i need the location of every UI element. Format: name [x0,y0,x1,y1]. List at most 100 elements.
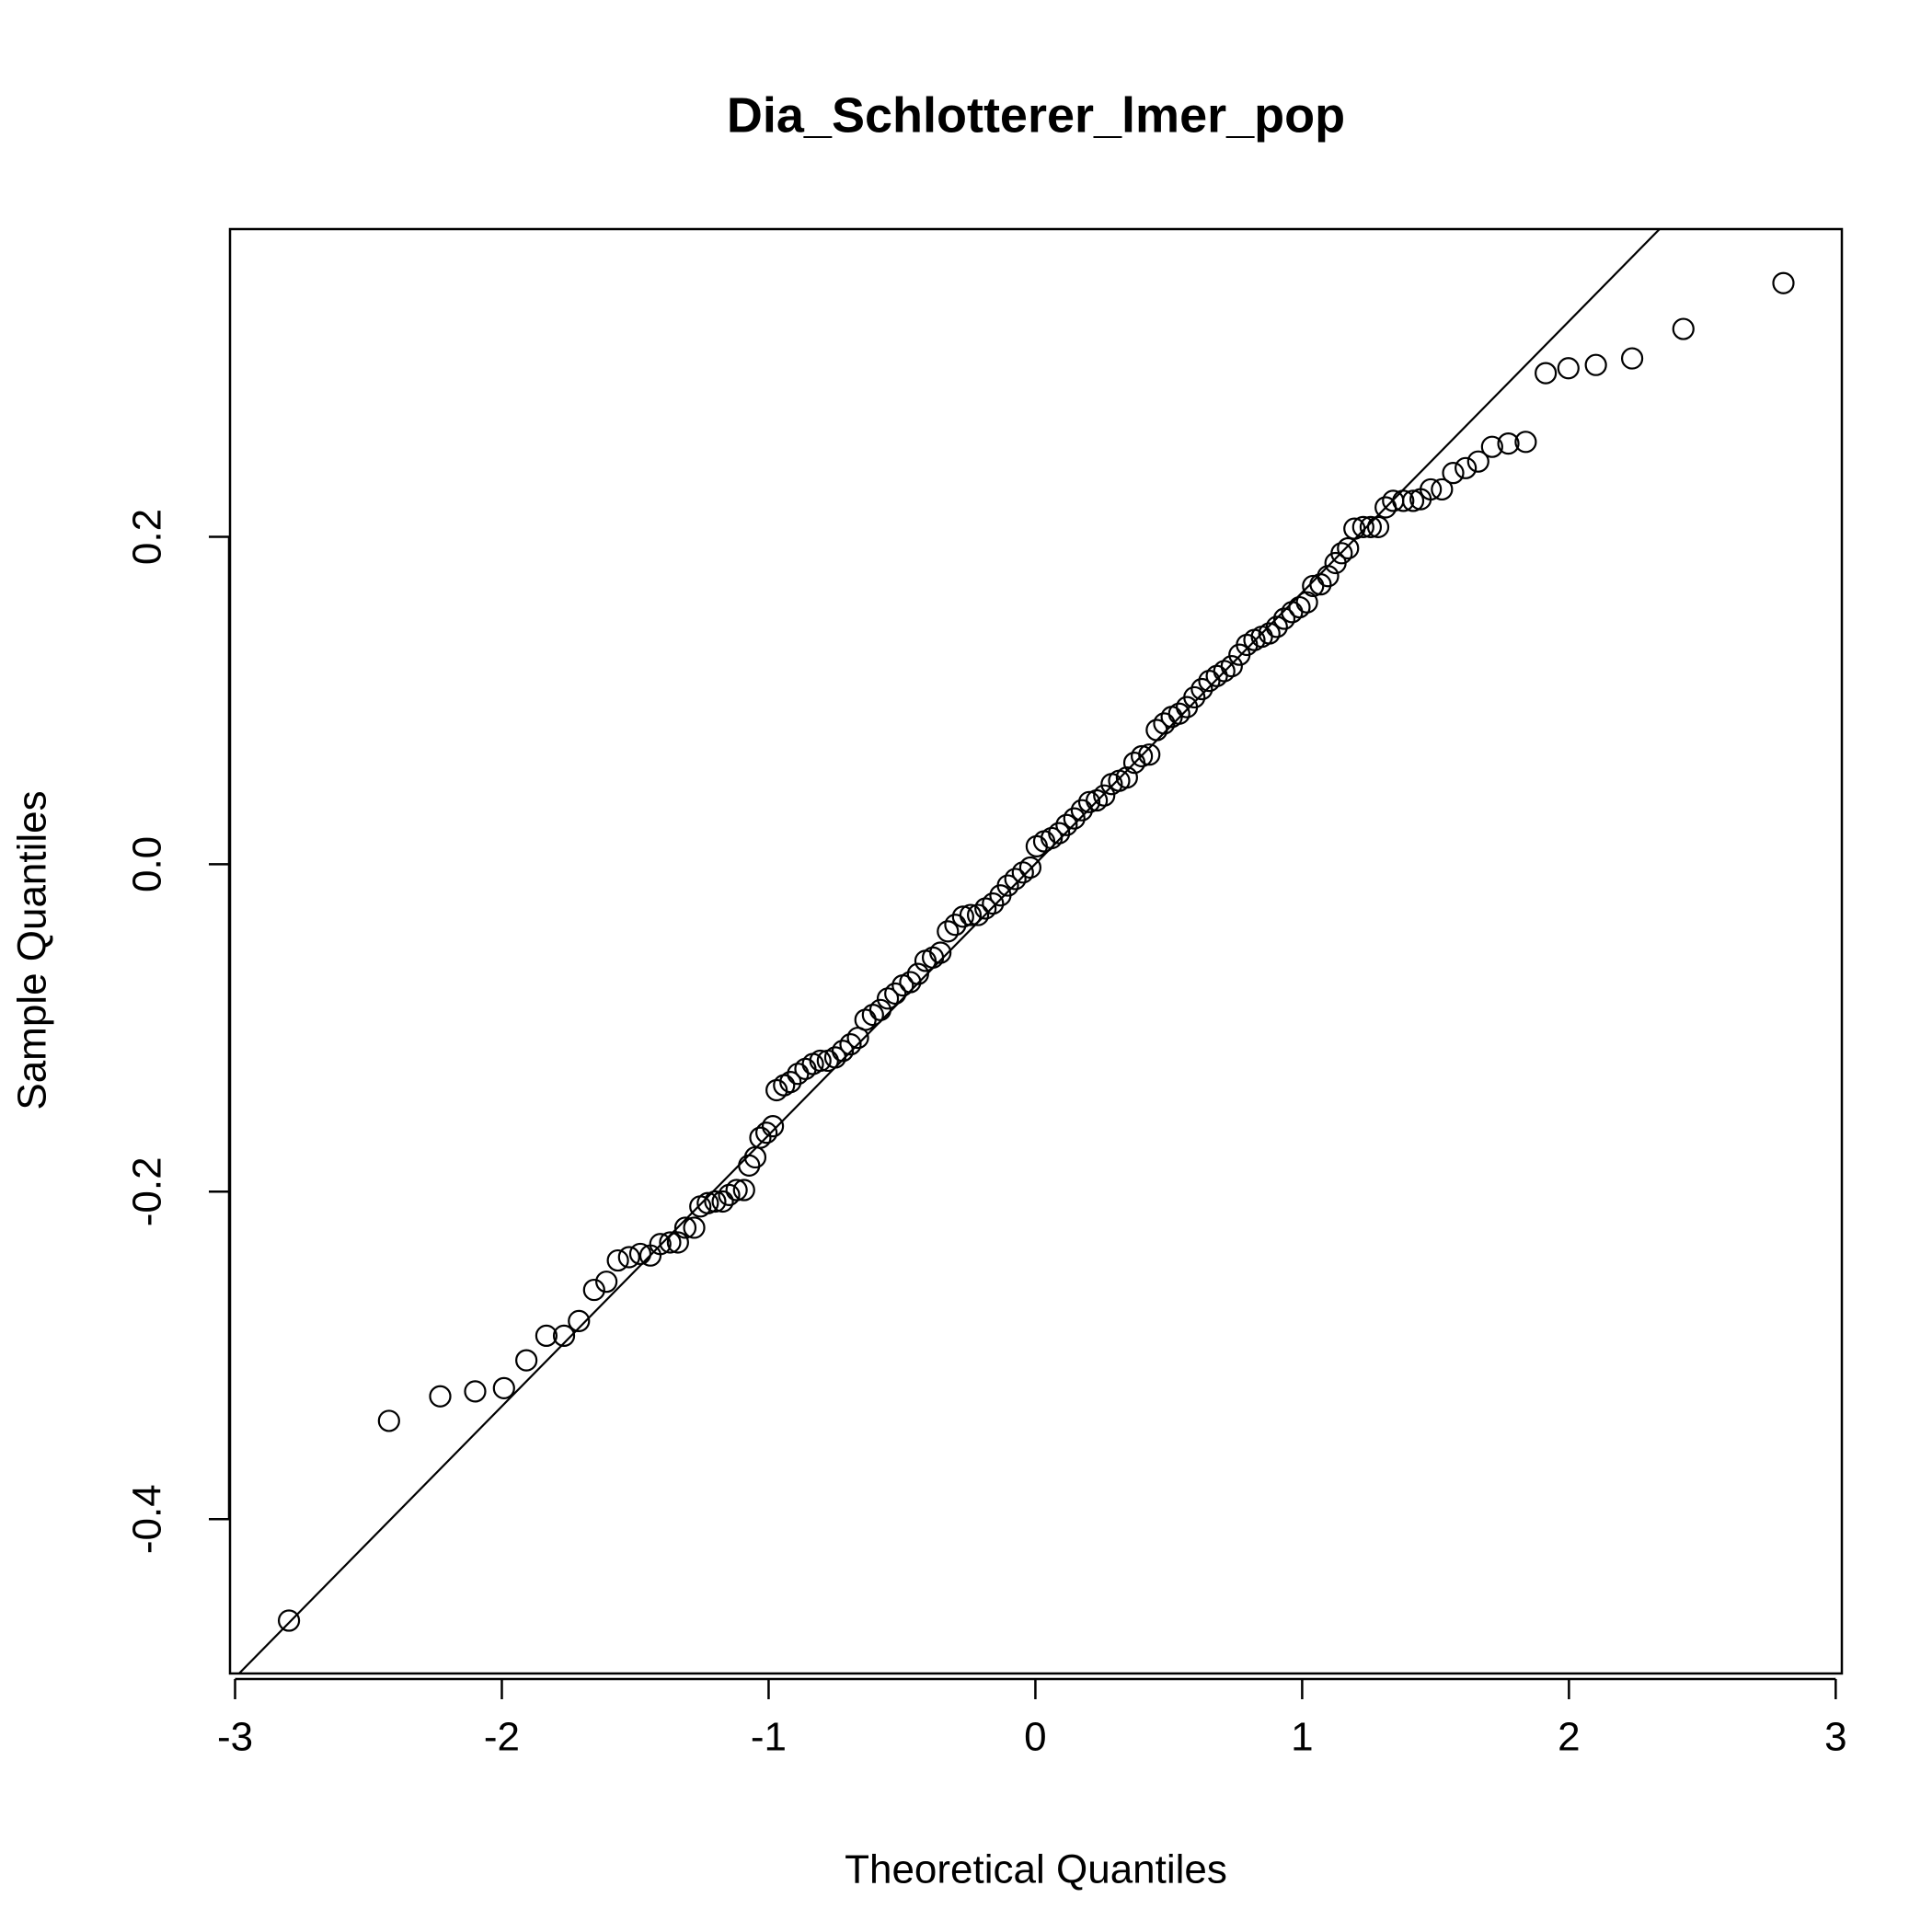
data-point [1272,607,1296,630]
data-point [854,1008,877,1031]
data-point [718,1183,741,1206]
x-tick-label: 1 [1291,1715,1313,1760]
data-point [929,941,952,964]
data-point [1048,822,1071,845]
data-point [683,1216,706,1239]
x-tick-label: -2 [484,1715,520,1760]
data-point [492,1376,515,1399]
data-point [696,1191,719,1214]
data-point [568,1309,591,1332]
data-point [1055,813,1078,836]
data-point [765,1078,788,1102]
data-point [377,1409,400,1432]
data-point [628,1242,652,1266]
data-point [1535,362,1558,385]
data-point [1011,861,1034,884]
y-tick-label: -0.4 [125,1484,170,1554]
data-point [1431,477,1454,501]
data-point [761,1115,785,1138]
data-point [1309,573,1332,596]
data-point [1466,450,1489,473]
data-point [1392,489,1415,512]
data-point [704,1190,727,1213]
data-point [1004,868,1027,891]
data-point [1295,591,1318,614]
data-point [666,1231,689,1254]
data-point [868,998,892,1021]
data-point [673,1216,697,1239]
data-point [515,1349,538,1372]
data-point [1063,807,1086,830]
data-point [732,1179,755,1202]
data-point [1514,431,1537,454]
data-point [1018,856,1042,880]
data-point [1265,615,1288,638]
data-point [809,1049,832,1073]
x-tick-label: 3 [1824,1715,1846,1760]
y-axis-label: Sample Quantiles [10,790,55,1110]
data-point [1337,536,1360,560]
data-point [606,1248,629,1272]
y-tick-label: -0.2 [125,1156,170,1226]
plot-frame [228,227,1844,1675]
data-point [996,874,1019,897]
data-point [1584,353,1607,376]
data-point [464,1380,487,1403]
data-point [884,982,907,1006]
data-point [1442,462,1465,485]
data-point [839,1033,862,1056]
data-point [1420,477,1443,501]
data-point [1288,595,1311,619]
data-point [1772,271,1795,294]
data-point [1330,542,1353,565]
data-point [1077,790,1101,813]
data-point [831,1040,855,1063]
data-point [1672,317,1695,340]
data-point [617,1246,640,1269]
data-point [738,1154,761,1177]
reference-line [237,229,1662,1673]
data-point [921,946,945,969]
data-point [1190,677,1213,701]
data-point [1258,622,1281,645]
data-point [711,1190,734,1213]
data-point [1497,432,1520,455]
data-point [1620,347,1644,370]
data-point [1317,565,1340,588]
data-point [823,1046,847,1069]
x-tick-label: 0 [1024,1715,1046,1760]
data-point [1145,719,1168,742]
data-point [974,897,997,920]
data-point [725,1179,748,1202]
data-point [535,1324,558,1348]
data-point [1205,664,1228,687]
data-point [1093,784,1116,807]
data-point [1480,435,1503,458]
data-point [1343,517,1366,540]
data-point [794,1057,817,1080]
data-point [1025,834,1048,857]
x-axis-label: Theoretical Quantiles [845,1847,1227,1892]
x-tick-label: -1 [751,1715,787,1760]
data-point [1213,660,1236,683]
data-point [1351,515,1374,538]
data-point [861,1004,884,1027]
data-point [755,1121,778,1144]
data-point [429,1385,452,1408]
data-point [1183,685,1206,709]
data-point [982,892,1005,915]
data-point [937,920,960,943]
data-point [1167,702,1190,725]
data-point [966,903,990,926]
data-point [1138,743,1161,766]
data-point [1401,489,1425,512]
data-point [749,1126,772,1149]
data-point [1086,788,1109,812]
data-point [899,971,922,994]
data-point [959,903,983,926]
data-point [659,1231,682,1254]
data-point [1455,456,1478,479]
data-point [552,1324,576,1348]
